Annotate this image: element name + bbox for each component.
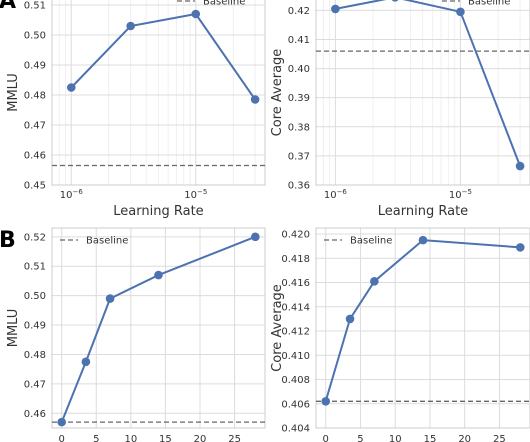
y-tick-label: 0.410 [281,351,310,362]
data-point [456,7,465,17]
x-tick-label: 0 [58,434,64,442]
data-point [81,357,91,367]
data-point [251,232,260,242]
x-tick-label: 5 [93,434,99,442]
plot-frame [315,227,530,429]
legend: Baseline [60,236,128,247]
data-point [57,417,66,427]
panel-label-b: B [0,228,16,253]
y-tick-label: 0.50 [24,31,46,42]
y-tick-label: 0.36 [288,181,310,192]
x-tick-label: 10 [389,434,402,442]
panel-label-a: A [0,0,16,14]
plot-frame [51,0,266,186]
data-point [105,294,115,303]
legend: Baseline [442,0,510,8]
y-axis-label: MMLU [6,309,21,348]
y-tick-label: 0.40 [288,64,310,75]
y-tick-label: 0.49 [24,321,46,332]
y-tick-label: 0.37 [288,151,310,162]
y-axis-label: MMLU [6,73,21,112]
y-tick-label: 0.47 [24,379,46,390]
data-point [418,235,428,245]
y-tick-label: 0.414 [281,302,310,313]
y-tick-label: 0.38 [288,122,310,133]
x-tick-label: 10−5 [449,188,472,201]
x-tick-label: 10 [124,434,137,442]
chart-a-mmlu: 0.45 0.46 0.47 0.48 0.49 0.50 0.51 10−6 10−5 Base… [6,0,266,219]
y-tick-label: 0.46 [24,151,46,162]
plot-frame [51,227,266,429]
plot-frame [315,0,530,186]
y-axis-label: Core Average [270,49,285,137]
x-tick-label: 10−6 [60,188,84,201]
x-tick-label: 10−6 [324,188,348,201]
legend-label: Baseline [86,236,128,247]
chart-a-core-average: 0.36 0.37 0.38 0.39 0.40 0.41 0.42 10−6 10−5 Base… [270,0,530,219]
y-tick-label: 0.404 [281,424,310,435]
y-tick-label: 0.48 [24,91,46,102]
y-tick-label: 0.51 [24,262,46,273]
series-line [60,235,256,423]
y-tick-label: 0.46 [24,409,46,420]
x-tick-label: 15 [159,434,172,442]
x-tick-label: 20 [458,434,471,442]
data-point [154,270,163,280]
x-tick-label: 20 [194,434,207,442]
legend: Baseline [324,236,392,247]
x-axis-label: Learning Rate [113,204,203,219]
data-point [250,95,260,104]
data-point [515,161,525,171]
chart-b-core-average: 0.404 0.406 0.408 0.410 0.412 0.414 0.416 0.418… [270,227,530,442]
legend: Baseline [177,0,245,8]
data-point [191,9,201,19]
y-tick-label: 0.52 [24,232,46,243]
y-tick-label: 0.51 [24,1,46,12]
data-point [370,277,379,286]
y-tick-label: 0.406 [281,399,310,410]
legend-label: Baseline [468,0,510,8]
y-tick-label: 0.418 [281,254,310,265]
y-tick-label: 0.50 [24,291,46,302]
y-tick-label: 0.48 [24,350,46,361]
y-tick-label: 0.416 [281,278,310,289]
y-tick-label: 0.420 [281,230,310,241]
y-tick-label: 0.412 [281,327,310,338]
x-tick-label: 5 [357,434,363,442]
y-axis-label: Core Average [270,284,285,372]
x-axis-label: Learning Rate [378,204,468,219]
y-tick-label: 0.408 [281,375,310,386]
data-point [66,83,76,92]
x-tick-label: 0 [323,434,329,442]
data-point [515,243,525,252]
series-line [335,0,522,167]
data-point [126,21,135,31]
x-tick-label: 25 [228,434,241,442]
y-tick-label: 0.39 [288,93,310,104]
series-line [324,239,521,402]
y-tick-label: 0.47 [24,121,46,132]
x-tick-label: 10−5 [184,188,207,201]
data-point [331,4,340,14]
legend-label: Baseline [350,236,392,247]
y-tick-label: 0.45 [24,181,46,192]
x-tick-label: 25 [493,434,506,442]
legend-label: Baseline [203,0,245,8]
x-tick-label: 15 [424,434,437,442]
data-point [391,0,399,2]
data-point [345,314,355,324]
y-tick-label: 0.49 [24,61,46,72]
series-line [70,12,256,101]
y-tick-label: 0.42 [288,6,310,17]
chart-b-mmlu: 0.46 0.47 0.48 0.49 0.50 0.51 0.52 0 5 10 15 20 25 Ba… [6,227,266,442]
y-tick-label: 0.41 [288,35,310,46]
data-point [321,397,331,406]
